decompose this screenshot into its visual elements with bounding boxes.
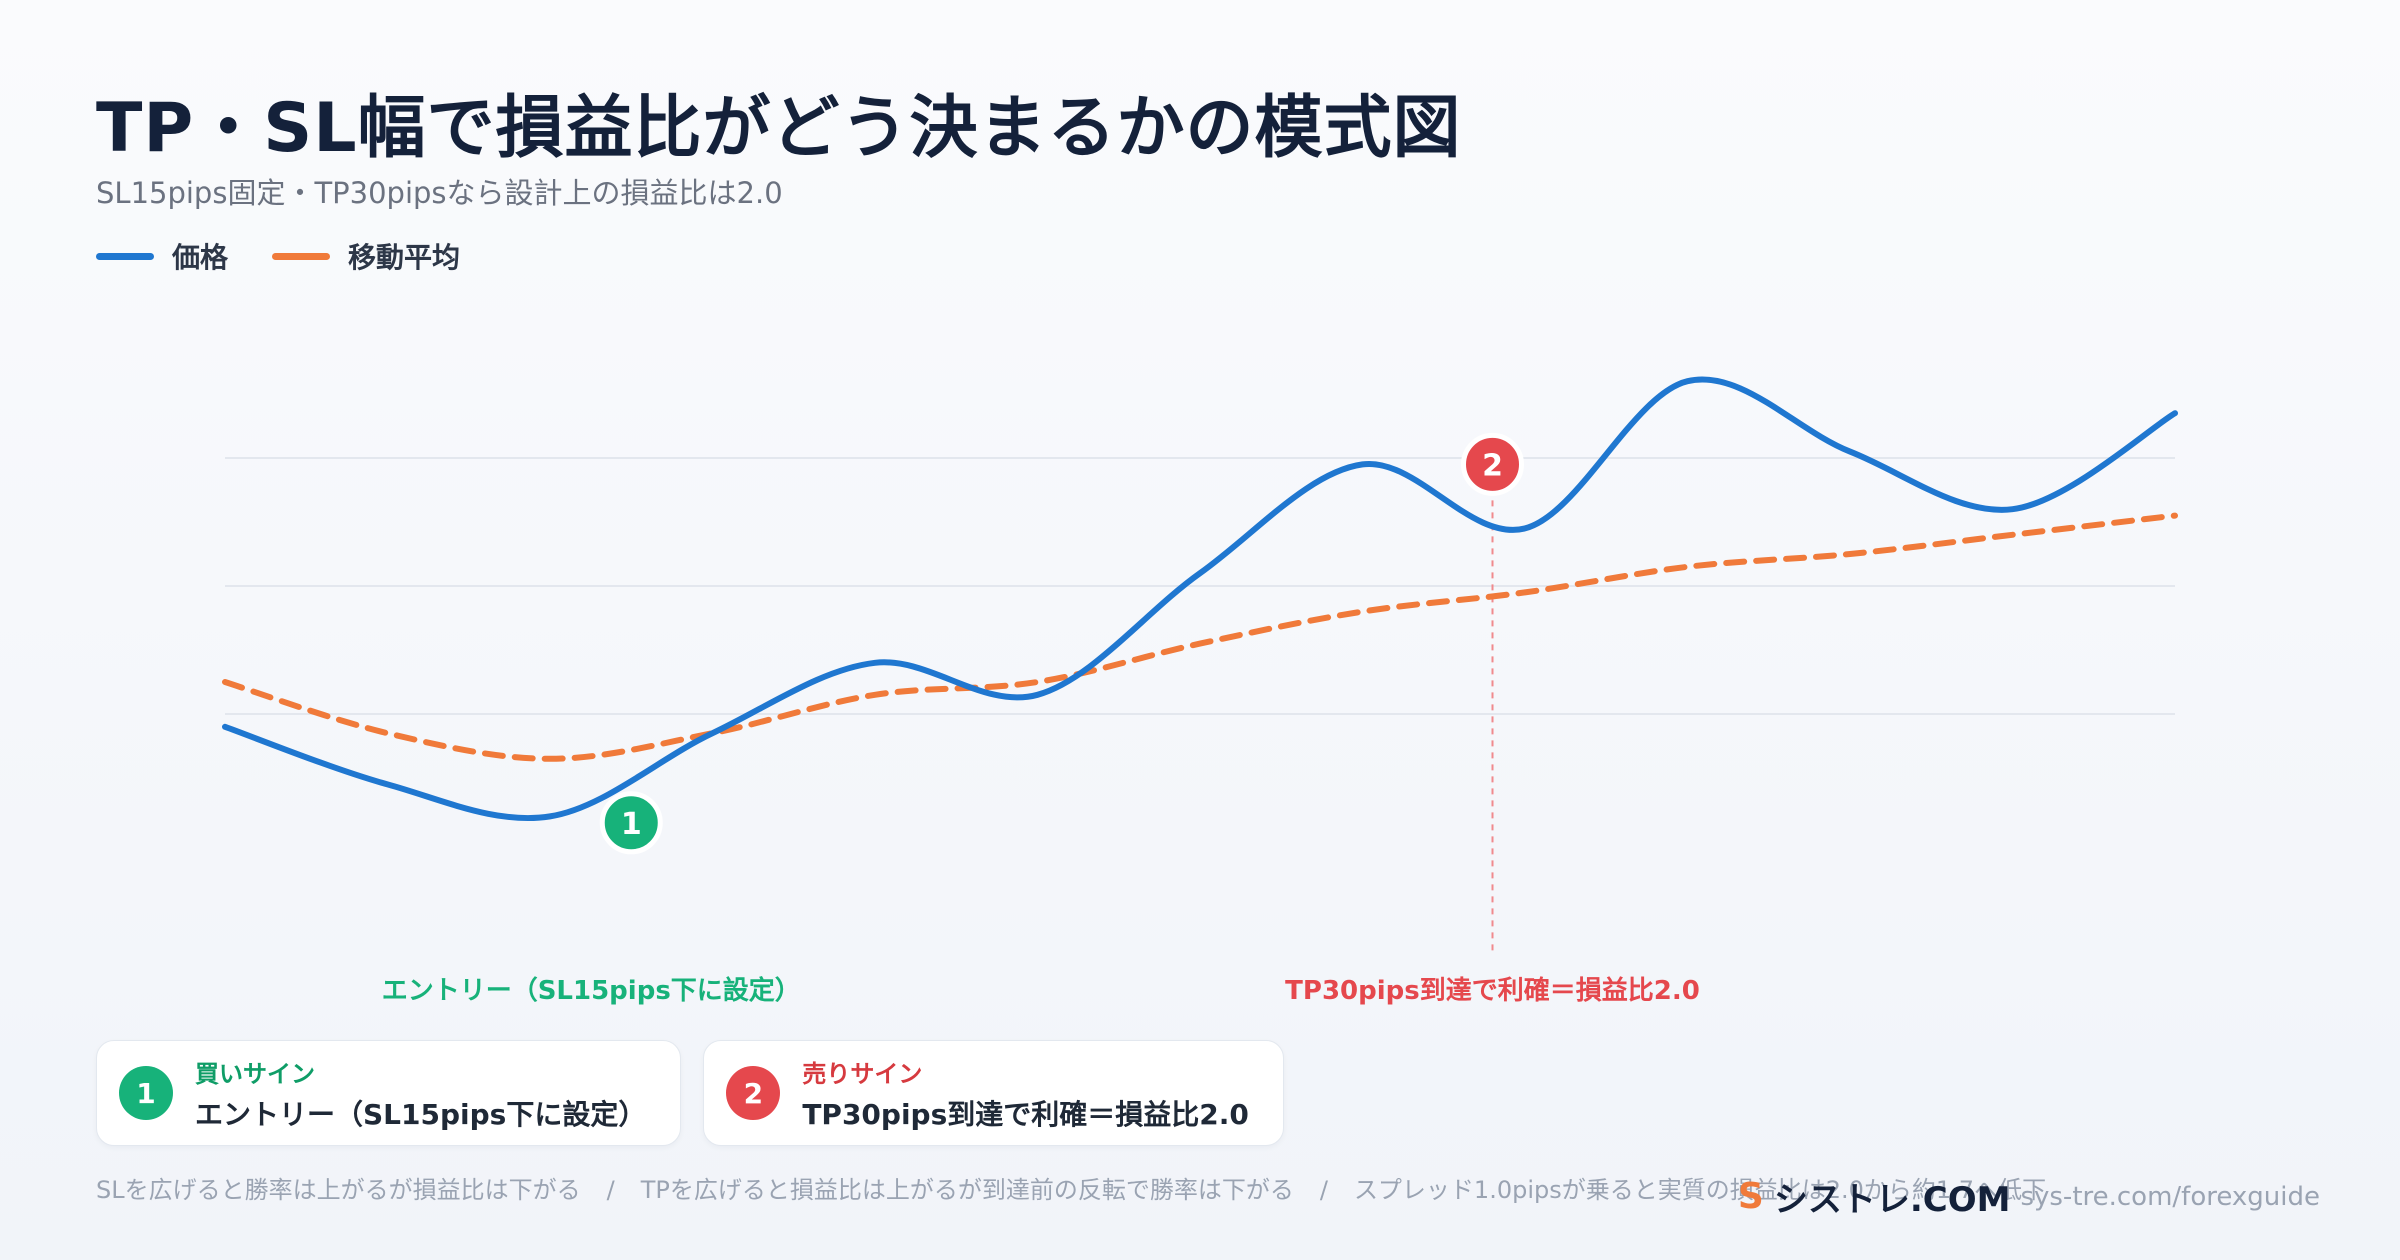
buy-signal-label: 買いサイン: [195, 1059, 315, 1088]
brand-name[interactable]: シストレ.COM: [1773, 1180, 2011, 1220]
legend-swatch-moving-average: [272, 252, 331, 260]
marker-1-label: エントリー（SL15pips下に設定）: [382, 975, 801, 1006]
footnote-item: スプレッド1.0pipsが乗ると実質の損益比は2.0から約1.7へ低下: [1353, 1176, 2047, 1204]
signal-card-sell: 2 売りサイン TP30pips到達で利確＝損益比2.0: [703, 1040, 1284, 1146]
line-chart: 1 エントリー（SL15pips下に設定） 2 TP30pips到達で利確＝損益比2.…: [222, 376, 2178, 1006]
footnote: SLを広げると勝率は上がるが損益比は下がる / TPを広げると損益比は上がるが到達前…: [96, 1170, 2046, 1205]
buy-signal-desc: エントリー（SL15pips下に設定）: [195, 1097, 647, 1131]
marker-2-label: TP30pips到達で利確＝損益比2.0: [1285, 975, 1700, 1006]
legend-label-price: 価格: [172, 241, 229, 274]
signal-card-buy: 1 買いサイン エントリー（SL15pips下に設定）: [96, 1040, 682, 1146]
footnote-separator: /: [1319, 1176, 1328, 1204]
grid-lines: [225, 457, 2175, 715]
chart-subtitle: SL15pips固定・TP30pipsなら設計上の損益比は2.0: [96, 176, 783, 210]
footnote-item: TPを広げると損益比は上がるが到達前の反転で勝率は下がる: [640, 1176, 1294, 1204]
marker-1-circle: [599, 791, 663, 855]
sell-signal-desc: TP30pips到達で利確＝損益比2.0: [802, 1097, 1249, 1131]
brand: S シストレ.COM sys-tre.com/forexguide: [1738, 1172, 2320, 1221]
brand-url[interactable]: sys-tre.com/forexguide: [2020, 1181, 2320, 1212]
marker-1-number: 1: [621, 807, 642, 842]
marker-2-circle: [1461, 432, 1524, 496]
price-line: [222, 376, 2178, 822]
sell-signal-label: 売りサイン: [802, 1059, 923, 1088]
chart-series: [222, 376, 2178, 822]
moving-average-line: [222, 512, 2178, 762]
sell-badge: 2: [726, 1066, 781, 1120]
legend-swatch-price: [96, 252, 154, 260]
footnote-separator: /: [606, 1176, 615, 1204]
legend-label-moving-average: 移動平均: [348, 241, 461, 274]
buy-badge: 1: [119, 1066, 173, 1120]
chart-legend: 価格 移動平均: [96, 236, 504, 276]
chart-title: TP・SL幅で損益比がどう決まるかの模式図: [96, 89, 1462, 168]
signal-cards: 1 買いサイン エントリー（SL15pips下に設定） 2 売りサイン TP30…: [96, 1040, 1306, 1146]
chart-markers: 1 エントリー（SL15pips下に設定） 2 TP30pips到達で利確＝損益比2.…: [382, 432, 1700, 1006]
legend-item-price: 価格: [96, 236, 228, 276]
legend-item-moving-average: 移動平均: [272, 236, 460, 276]
marker-2-number: 2: [1482, 448, 1503, 483]
footnote-item: SLを広げると勝率は上がるが損益比は下がる: [96, 1176, 581, 1204]
brand-logo-icon: S: [1737, 1176, 1764, 1217]
